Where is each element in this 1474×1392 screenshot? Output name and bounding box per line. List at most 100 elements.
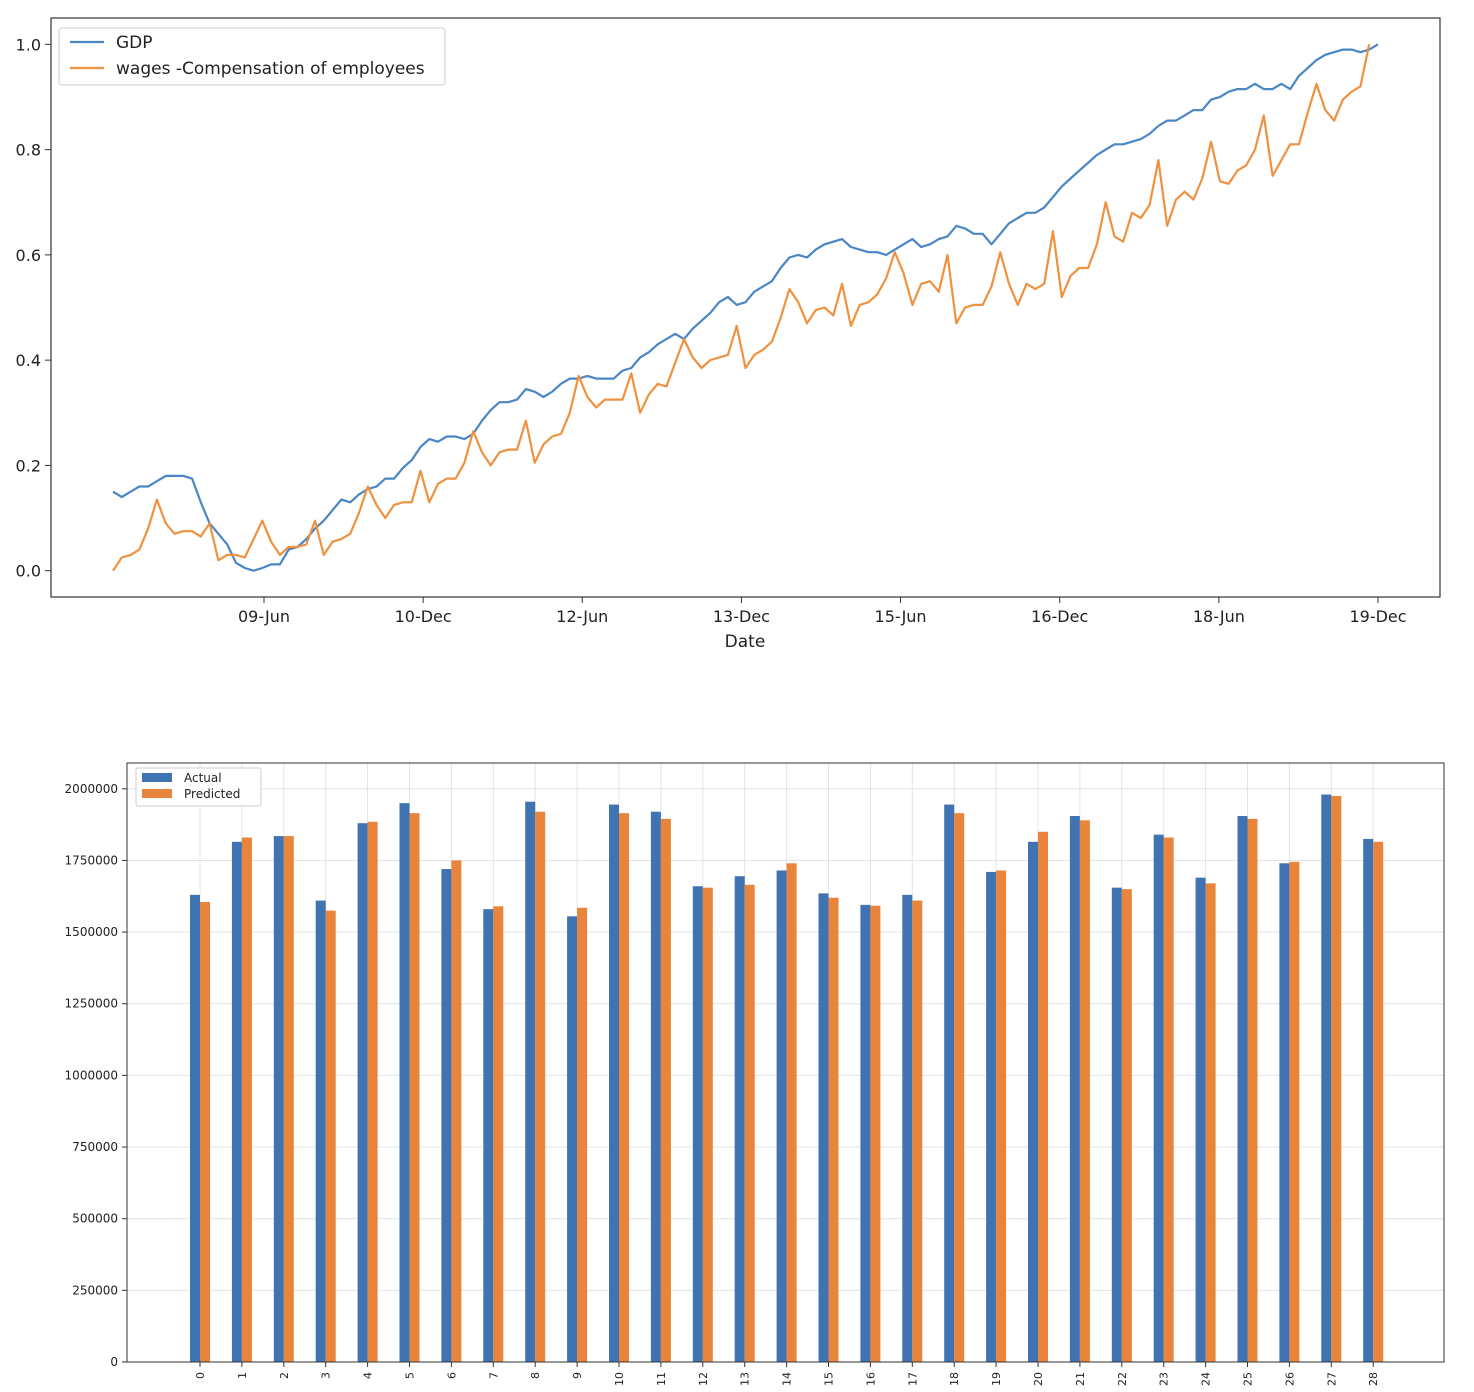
line-y-tick-label: 1.0 [16,35,41,54]
bar-predicted [1038,831,1048,1362]
bar-predicted [702,887,713,1362]
bar-predicted [493,906,504,1362]
bar-actual [190,894,200,1362]
bar-predicted [409,813,420,1362]
bar-x-tick-label: 20 [1032,1372,1045,1386]
bar-y-tick-label: 750000 [72,1140,118,1154]
bar-predicted [660,818,671,1362]
bar-actual [1069,816,1080,1362]
bar-x-tick-label: 25 [1242,1372,1255,1386]
line-x-tick-label: 18-Jun [1193,607,1245,626]
bar-predicted [996,870,1007,1362]
legend-label-actual: Actual [184,771,222,785]
bar-x-tick-label: 9 [571,1372,584,1379]
bar-predicted [619,813,629,1362]
gdp-series-line [112,43,1379,572]
bar-actual [1111,887,1122,1362]
bar-actual [1279,863,1290,1362]
bar-plot-frame [126,762,1445,1363]
bar-actual [944,804,955,1362]
bar-x-tick-label: 22 [1116,1372,1129,1386]
legend-swatch-predicted [142,789,172,798]
bar-actual [231,841,242,1362]
bar-predicted [954,813,965,1362]
bar-predicted [451,860,462,1362]
bar-actual [1195,877,1206,1362]
bar-actual [1363,838,1374,1362]
bar-predicted [1331,795,1342,1362]
bar-actual [399,803,410,1362]
legend-swatch-actual [142,773,172,782]
bar-actual [650,811,661,1362]
bar-x-tick-label: 5 [404,1372,417,1379]
bar-x-tick-label: 28 [1367,1372,1380,1386]
line-y-tick-label: 0.6 [16,246,41,265]
bar-actual [525,801,536,1362]
bar-x-tick-label: 18 [948,1372,961,1386]
bar-actual [609,804,619,1362]
bar-actual [860,904,871,1362]
bar-x-tick-label: 2 [278,1372,291,1379]
bar-y-tick-label: 250000 [72,1283,118,1297]
bar-x-tick-label: 17 [906,1372,919,1386]
line-y-tick-label: 0.0 [16,562,41,581]
bar-predicted [1205,883,1216,1362]
bar-x-tick-label: 10 [613,1372,626,1386]
bar-predicted [200,902,210,1362]
bar-predicted [912,900,923,1362]
bar-plot-area [126,762,1445,1363]
bar-actual [986,871,997,1362]
bar-predicted [325,910,336,1362]
bar-actual [818,893,829,1362]
bar-predicted [1247,818,1258,1362]
bar-actual [273,836,284,1362]
bar-y-tick-label: 1500000 [65,925,118,939]
bar-y-tick-label: 1250000 [65,997,118,1011]
bar-legend: Actual Predicted [135,767,262,807]
bar-y-tick-label: 500000 [72,1212,118,1226]
bar-predicted [1163,837,1174,1362]
bar-x-tick-label: 11 [655,1372,668,1386]
bar-predicted [1079,820,1090,1362]
line-legend: GDP wages -Compensation of employees [58,27,446,86]
bar-actual [692,886,703,1362]
bar-actual [1153,834,1164,1362]
line-x-tick-label: 09-Jun [238,607,290,626]
bar-predicted [535,811,546,1362]
bar-x-tick-label: 26 [1283,1372,1296,1386]
legend-label-wages: wages -Compensation of employees [116,59,425,79]
bar-x-tick-label: 8 [529,1372,542,1379]
wages-series-line [112,44,1371,572]
bar-actual [315,900,326,1362]
bar-x-tick-label: 3 [320,1372,333,1379]
bar-x-tick-label: 21 [1074,1372,1087,1386]
bar-actual [902,894,913,1362]
bar-actual [734,876,745,1362]
legend-label-gdp: GDP [116,33,153,53]
bar-x-tick-label: 23 [1158,1372,1171,1386]
bar-x-tick-label: 15 [823,1372,836,1386]
bar-predicted [577,907,588,1362]
bar-y-tick-label: 1750000 [65,853,118,867]
bar-x-tick-label: 12 [697,1372,710,1386]
line-x-tick-label: 10-Dec [395,607,452,626]
line-plot-area [50,17,1441,598]
line-x-tick-label: 13-Dec [713,607,770,626]
bar-actual [1237,816,1248,1362]
bar-predicted [367,821,378,1362]
bar-x-tick-label: 0 [194,1372,207,1379]
bar-y-tick-label: 2000000 [65,782,118,796]
bar-predicted [870,905,881,1362]
line-y-tick-label: 0.8 [16,141,41,160]
bar-predicted [1121,889,1132,1362]
bar-predicted [241,837,252,1362]
bar-x-tick-label: 4 [362,1372,375,1379]
bar-predicted [828,897,839,1362]
gdp-wages-line-chart: 0.0 0.2 0.4 0.6 0.8 1.0 09-Jun 10-Dec 12-Jun 13-… [16,17,1441,652]
bar-x-tick-label: 1 [236,1372,249,1379]
line-x-tick-label: 12-Jun [556,607,608,626]
bar-x-tick-label: 24 [1200,1372,1213,1386]
bar-actual [1028,841,1038,1362]
bar-actual [441,869,452,1362]
bar-predicted [786,863,797,1362]
